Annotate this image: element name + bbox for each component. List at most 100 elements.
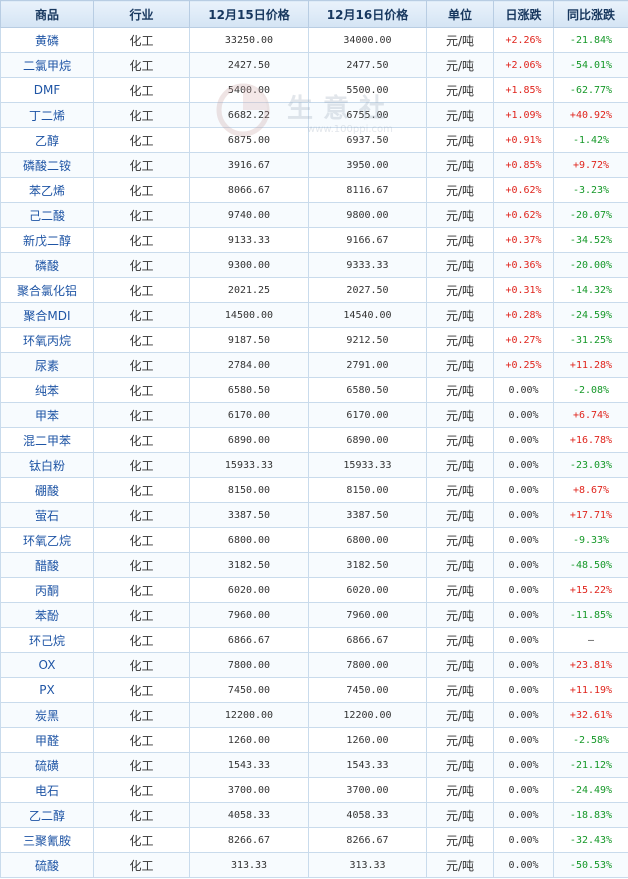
- commodity-name-link[interactable]: 硼酸: [0, 477, 94, 503]
- commodity-name-link[interactable]: 二氯甲烷: [0, 52, 94, 78]
- price-dec16-cell: 2027.50: [308, 277, 427, 303]
- price-dec15-cell: 5400.00: [189, 77, 309, 103]
- col-header-daily-change[interactable]: 日涨跌: [493, 0, 554, 28]
- commodity-name-link[interactable]: 丁二烯: [0, 102, 94, 128]
- table-row: 环己烷 化工 6866.67 6866.67 元/吨 0.00% —: [0, 627, 628, 653]
- table-row: 丁二烯 化工 6682.22 6755.00 元/吨 +1.09% +40.92%: [0, 102, 628, 128]
- table-row: OX 化工 7800.00 7800.00 元/吨 0.00% +23.81%: [0, 652, 628, 678]
- table-row: 硫酸 化工 313.33 313.33 元/吨 0.00% -50.53%: [0, 852, 628, 878]
- table-row: 二氯甲烷 化工 2427.50 2477.50 元/吨 +2.06% -54.01%: [0, 52, 628, 78]
- commodity-name-link[interactable]: 钛白粉: [0, 452, 94, 478]
- daily-change-cell: 0.00%: [493, 777, 554, 803]
- commodity-name-link[interactable]: 萤石: [0, 502, 94, 528]
- yoy-change-cell: -21.12%: [553, 752, 628, 778]
- daily-change-cell: +0.62%: [493, 202, 554, 228]
- daily-change-cell: 0.00%: [493, 752, 554, 778]
- col-header-yoy-change[interactable]: 同比涨跌: [553, 0, 628, 28]
- price-dec15-cell: 6580.50: [189, 377, 309, 403]
- unit-cell: 元/吨: [426, 52, 494, 78]
- industry-cell: 化工: [93, 152, 190, 178]
- yoy-change-cell: -23.03%: [553, 452, 628, 478]
- price-dec16-cell: 6866.67: [308, 627, 427, 653]
- unit-cell: 元/吨: [426, 327, 494, 353]
- commodity-name-link[interactable]: OX: [0, 652, 94, 678]
- commodity-name-link[interactable]: 苯乙烯: [0, 177, 94, 203]
- price-dec15-cell: 6875.00: [189, 127, 309, 153]
- unit-cell: 元/吨: [426, 177, 494, 203]
- commodity-name-link[interactable]: 炭黑: [0, 702, 94, 728]
- commodity-name-link[interactable]: DMF: [0, 77, 94, 103]
- table-row: 混二甲苯 化工 6890.00 6890.00 元/吨 0.00% +16.78%: [0, 427, 628, 453]
- daily-change-cell: 0.00%: [493, 727, 554, 753]
- yoy-change-cell: +40.92%: [553, 102, 628, 128]
- price-dec16-cell: 6937.50: [308, 127, 427, 153]
- commodity-name-link[interactable]: 磷酸: [0, 252, 94, 278]
- price-dec16-cell: 3182.50: [308, 552, 427, 578]
- commodity-name-link[interactable]: 聚合MDI: [0, 302, 94, 328]
- industry-cell: 化工: [93, 177, 190, 203]
- price-dec15-cell: 3916.67: [189, 152, 309, 178]
- col-header-unit[interactable]: 单位: [426, 0, 494, 28]
- price-dec15-cell: 3182.50: [189, 552, 309, 578]
- table-row: DMF 化工 5400.00 5500.00 元/吨 +1.85% -62.77%: [0, 77, 628, 103]
- commodity-name-link[interactable]: 硫磺: [0, 752, 94, 778]
- unit-cell: 元/吨: [426, 602, 494, 628]
- commodity-name-link[interactable]: PX: [0, 677, 94, 703]
- commodity-name-link[interactable]: 聚合氯化铝: [0, 277, 94, 303]
- industry-cell: 化工: [93, 327, 190, 353]
- unit-cell: 元/吨: [426, 752, 494, 778]
- col-header-industry[interactable]: 行业: [93, 0, 190, 28]
- commodity-name-link[interactable]: 醋酸: [0, 552, 94, 578]
- col-header-price-dec16[interactable]: 12月16日价格: [308, 0, 427, 28]
- table-row: 聚合MDI 化工 14500.00 14540.00 元/吨 +0.28% -24.59%: [0, 302, 628, 328]
- price-dec15-cell: 14500.00: [189, 302, 309, 328]
- commodity-name-link[interactable]: 甲醛: [0, 727, 94, 753]
- price-dec16-cell: 1543.33: [308, 752, 427, 778]
- yoy-change-cell: -2.08%: [553, 377, 628, 403]
- price-dec16-cell: 6800.00: [308, 527, 427, 553]
- commodity-name-link[interactable]: 磷酸二铵: [0, 152, 94, 178]
- commodity-name-link[interactable]: 乙醇: [0, 127, 94, 153]
- yoy-change-cell: +16.78%: [553, 427, 628, 453]
- commodity-name-link[interactable]: 三聚氰胺: [0, 827, 94, 853]
- commodity-name-link[interactable]: 硫酸: [0, 852, 94, 878]
- price-dec15-cell: 1260.00: [189, 727, 309, 753]
- commodity-name-link[interactable]: 环氧乙烷: [0, 527, 94, 553]
- commodity-name-link[interactable]: 乙二醇: [0, 802, 94, 828]
- price-dec16-cell: 3700.00: [308, 777, 427, 803]
- price-dec16-cell: 12200.00: [308, 702, 427, 728]
- price-dec15-cell: 7800.00: [189, 652, 309, 678]
- commodity-name-link[interactable]: 混二甲苯: [0, 427, 94, 453]
- unit-cell: 元/吨: [426, 802, 494, 828]
- commodity-name-link[interactable]: 纯苯: [0, 377, 94, 403]
- price-dec15-cell: 8150.00: [189, 477, 309, 503]
- col-header-commodity[interactable]: 商品: [0, 0, 94, 28]
- price-dec16-cell: 7450.00: [308, 677, 427, 703]
- commodity-name-link[interactable]: 环氧丙烷: [0, 327, 94, 353]
- commodity-name-link[interactable]: 甲苯: [0, 402, 94, 428]
- commodity-name-link[interactable]: 新戊二醇: [0, 227, 94, 253]
- price-dec16-cell: 9333.33: [308, 252, 427, 278]
- price-dec15-cell: 2784.00: [189, 352, 309, 378]
- commodity-name-link[interactable]: 环己烷: [0, 627, 94, 653]
- daily-change-cell: 0.00%: [493, 502, 554, 528]
- price-dec15-cell: 7960.00: [189, 602, 309, 628]
- daily-change-cell: +1.09%: [493, 102, 554, 128]
- table-row: 硼酸 化工 8150.00 8150.00 元/吨 0.00% +8.67%: [0, 477, 628, 503]
- commodity-name-link[interactable]: 苯酚: [0, 602, 94, 628]
- commodity-name-link[interactable]: 黄磷: [0, 27, 94, 53]
- col-header-price-dec15[interactable]: 12月15日价格: [189, 0, 309, 28]
- commodity-name-link[interactable]: 丙酮: [0, 577, 94, 603]
- commodity-name-link[interactable]: 尿素: [0, 352, 94, 378]
- daily-change-cell: 0.00%: [493, 452, 554, 478]
- price-dec16-cell: 15933.33: [308, 452, 427, 478]
- unit-cell: 元/吨: [426, 577, 494, 603]
- unit-cell: 元/吨: [426, 77, 494, 103]
- commodity-name-link[interactable]: 己二酸: [0, 202, 94, 228]
- commodity-name-link[interactable]: 电石: [0, 777, 94, 803]
- daily-change-cell: 0.00%: [493, 477, 554, 503]
- yoy-change-cell: -2.58%: [553, 727, 628, 753]
- table-row: PX 化工 7450.00 7450.00 元/吨 0.00% +11.19%: [0, 677, 628, 703]
- daily-change-cell: 0.00%: [493, 827, 554, 853]
- price-dec15-cell: 6890.00: [189, 427, 309, 453]
